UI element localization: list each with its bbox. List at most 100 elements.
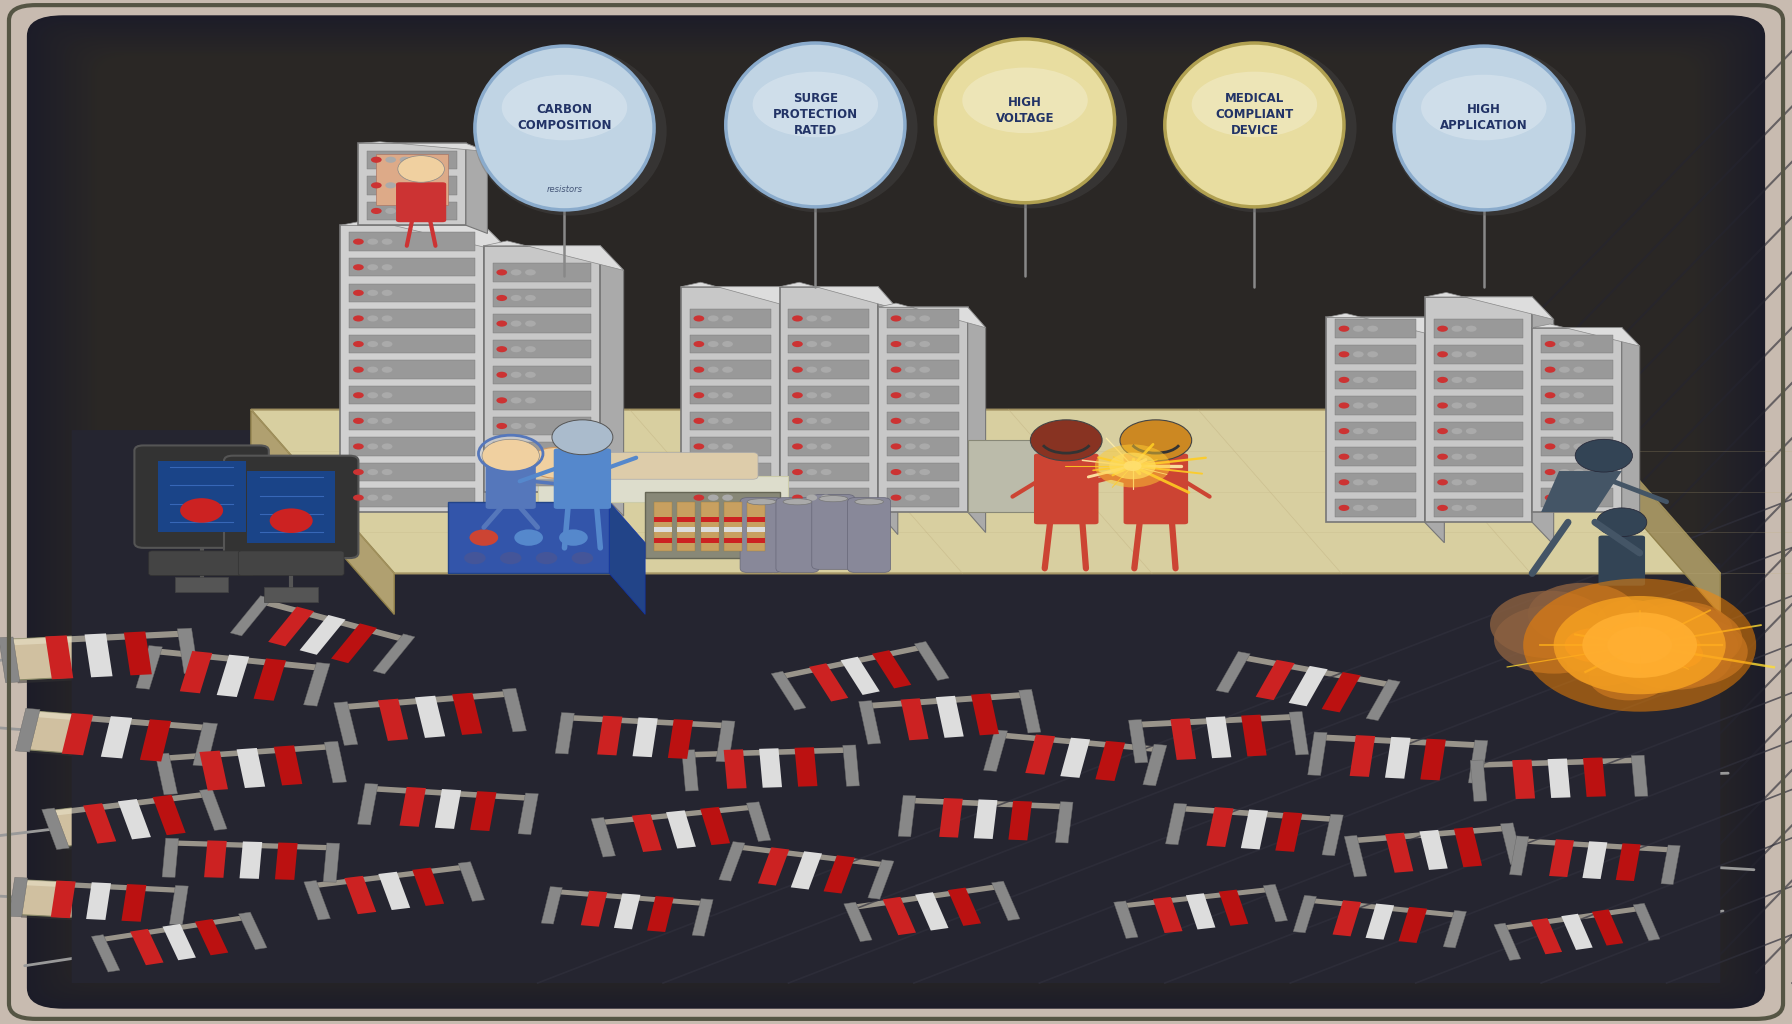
Polygon shape: [131, 929, 163, 966]
Polygon shape: [910, 801, 1072, 844]
FancyBboxPatch shape: [493, 366, 591, 384]
Circle shape: [1452, 428, 1462, 434]
Circle shape: [511, 397, 521, 403]
FancyBboxPatch shape: [86, 49, 1706, 975]
Polygon shape: [794, 748, 817, 786]
FancyBboxPatch shape: [77, 44, 1715, 980]
Text: resistors: resistors: [547, 185, 582, 194]
FancyBboxPatch shape: [887, 488, 959, 507]
Polygon shape: [719, 842, 745, 881]
Text: SURGE
PROTECTION
RATED: SURGE PROTECTION RATED: [772, 92, 858, 137]
Circle shape: [1437, 326, 1448, 332]
Circle shape: [1545, 367, 1555, 373]
FancyBboxPatch shape: [1541, 360, 1613, 379]
Polygon shape: [898, 796, 916, 837]
Circle shape: [511, 449, 521, 455]
Polygon shape: [1357, 828, 1521, 878]
Polygon shape: [369, 788, 538, 836]
Polygon shape: [873, 650, 912, 688]
Polygon shape: [1591, 909, 1624, 945]
Circle shape: [1559, 495, 1570, 501]
Polygon shape: [935, 695, 964, 738]
FancyBboxPatch shape: [887, 335, 959, 353]
Polygon shape: [878, 287, 898, 535]
Circle shape: [367, 239, 378, 245]
Polygon shape: [668, 719, 694, 759]
Circle shape: [891, 469, 901, 475]
Circle shape: [1602, 630, 1636, 650]
Circle shape: [367, 367, 378, 373]
Ellipse shape: [1192, 72, 1317, 137]
Polygon shape: [1661, 845, 1681, 885]
Circle shape: [353, 392, 364, 398]
FancyBboxPatch shape: [29, 16, 1763, 1008]
Circle shape: [708, 418, 719, 424]
Polygon shape: [1143, 744, 1167, 785]
FancyBboxPatch shape: [86, 48, 1708, 975]
Polygon shape: [237, 748, 265, 788]
Polygon shape: [163, 924, 195, 961]
Ellipse shape: [473, 46, 667, 216]
FancyBboxPatch shape: [38, 22, 1754, 1002]
Circle shape: [353, 341, 364, 347]
Circle shape: [353, 469, 364, 475]
Circle shape: [367, 392, 378, 398]
FancyBboxPatch shape: [358, 143, 466, 225]
Ellipse shape: [747, 499, 776, 505]
Circle shape: [1339, 505, 1349, 511]
FancyBboxPatch shape: [1335, 319, 1416, 338]
Polygon shape: [548, 889, 706, 934]
Polygon shape: [1322, 814, 1344, 856]
Circle shape: [806, 418, 817, 424]
Polygon shape: [866, 692, 1027, 709]
Text: CARBON
COMPOSITION: CARBON COMPOSITION: [518, 103, 611, 132]
FancyBboxPatch shape: [158, 461, 246, 532]
Circle shape: [1367, 402, 1378, 409]
FancyBboxPatch shape: [788, 463, 869, 481]
Circle shape: [1554, 596, 1726, 694]
Circle shape: [1573, 495, 1584, 501]
Circle shape: [382, 290, 392, 296]
Polygon shape: [1206, 717, 1231, 758]
FancyBboxPatch shape: [349, 335, 475, 353]
FancyBboxPatch shape: [1434, 499, 1523, 517]
Polygon shape: [82, 803, 116, 844]
FancyBboxPatch shape: [701, 517, 719, 522]
FancyBboxPatch shape: [66, 37, 1727, 987]
Polygon shape: [16, 880, 181, 923]
Circle shape: [382, 392, 392, 398]
Circle shape: [179, 499, 224, 523]
Circle shape: [821, 418, 831, 424]
FancyBboxPatch shape: [52, 29, 1742, 995]
Polygon shape: [9, 878, 27, 916]
Polygon shape: [199, 788, 228, 830]
FancyBboxPatch shape: [677, 517, 695, 522]
Polygon shape: [783, 647, 948, 711]
Circle shape: [1559, 469, 1570, 475]
Polygon shape: [346, 694, 525, 745]
Polygon shape: [238, 599, 407, 671]
Polygon shape: [688, 748, 853, 788]
Polygon shape: [1366, 903, 1394, 940]
Polygon shape: [194, 723, 217, 766]
Circle shape: [1452, 351, 1462, 357]
Circle shape: [1573, 443, 1584, 450]
Circle shape: [1452, 377, 1462, 383]
Polygon shape: [1500, 906, 1654, 957]
Polygon shape: [1240, 809, 1269, 850]
Polygon shape: [1477, 758, 1638, 768]
Circle shape: [694, 392, 704, 398]
FancyBboxPatch shape: [654, 527, 672, 532]
Circle shape: [1611, 623, 1643, 641]
Polygon shape: [204, 841, 228, 878]
Circle shape: [353, 367, 364, 373]
Circle shape: [464, 552, 486, 564]
Polygon shape: [371, 785, 532, 801]
Polygon shape: [412, 867, 444, 906]
Circle shape: [511, 321, 521, 327]
Circle shape: [511, 269, 521, 275]
Polygon shape: [1217, 651, 1251, 693]
Polygon shape: [1344, 836, 1367, 877]
Circle shape: [792, 469, 803, 475]
Circle shape: [514, 529, 543, 546]
